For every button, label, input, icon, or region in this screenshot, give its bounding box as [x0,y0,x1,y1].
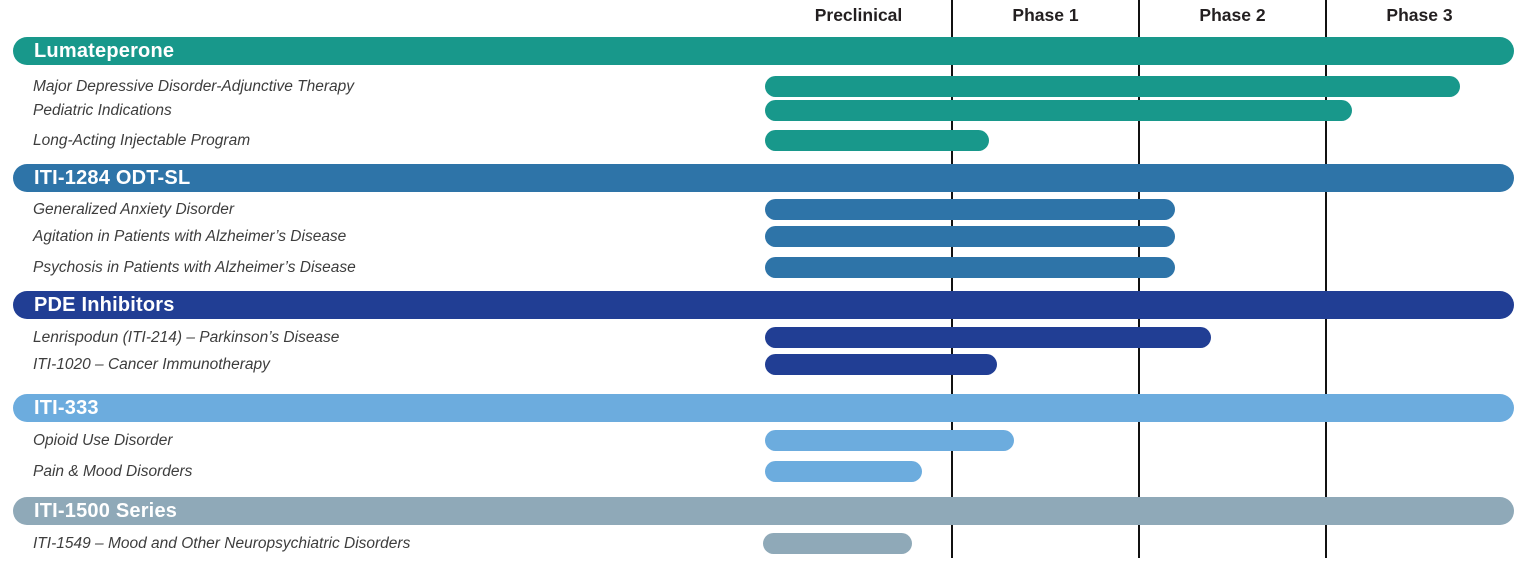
phase-divider-line [1325,0,1327,558]
progress-bar [765,354,997,375]
phase-divider-line [1138,0,1140,558]
progress-bar [763,533,912,554]
program-label: Pain & Mood Disorders [33,463,193,480]
program-label: ITI-1549 – Mood and Other Neuropsychiatr… [33,535,411,552]
phase-divider-line [951,0,953,558]
section-title: PDE Inhibitors [34,293,175,316]
section-header-iti-333: ITI-333 [13,394,1514,422]
progress-bar [765,199,1175,220]
program-label: Agitation in Patients with Alzheimer’s D… [33,228,347,245]
progress-bar [765,257,1175,278]
section-title: ITI-333 [34,396,99,419]
program-label: Opioid Use Disorder [33,432,173,449]
program-label: Pediatric Indications [33,102,172,119]
section-title: ITI-1284 ODT-SL [34,166,191,189]
column-header-phase-2: Phase 2 [1199,4,1266,25]
program-label: Lenrispodun (ITI-214) – Parkinson’s Dise… [33,329,340,346]
column-header-preclinical: Preclinical [814,4,903,25]
progress-bar [765,430,1014,451]
progress-bar [765,100,1352,121]
section-header-iti-1284-odt-sl: ITI-1284 ODT-SL [13,164,1514,192]
progress-bar [765,461,922,482]
program-label: Psychosis in Patients with Alzheimer’s D… [33,259,356,276]
program-label: Major Depressive Disorder-Adjunctive The… [33,78,355,95]
progress-bar [765,130,989,151]
section-title: ITI-1500 Series [34,499,178,522]
section-header-lumateperone: Lumateperone [13,37,1514,65]
program-label: Long-Acting Injectable Program [33,132,251,149]
section-title: Lumateperone [34,39,175,62]
section-header-pde-inhibitors: PDE Inhibitors [13,291,1514,319]
section-header-iti-1500-series: ITI-1500 Series [13,497,1514,525]
column-header-phase-3: Phase 3 [1386,4,1453,25]
program-label: Generalized Anxiety Disorder [33,201,235,218]
column-header-phase-1: Phase 1 [1012,4,1079,25]
progress-bar [765,76,1460,97]
program-label: ITI-1020 – Cancer Immunotherapy [33,356,270,373]
progress-bar [765,226,1175,247]
progress-bar [765,327,1211,348]
